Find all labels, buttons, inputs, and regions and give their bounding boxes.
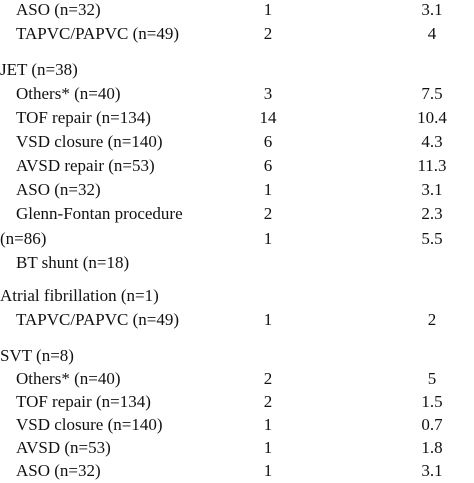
row-percent: 3.1 — [421, 461, 443, 480]
row-count: 2 — [263, 369, 273, 388]
row-label: Atrial fibrillation (n=1) — [0, 286, 159, 305]
row-label: BT shunt (n=18) — [16, 253, 130, 272]
row-percent: 4.3 — [421, 132, 443, 151]
table-row: VSD closure (n=140) 1 0.7 — [0, 413, 474, 437]
row-percent: 5.5 — [421, 229, 443, 248]
row-count: 1 — [263, 0, 273, 19]
row-count: 6 — [263, 132, 273, 151]
table-row: (n=86) 1 5.5 — [0, 227, 474, 251]
row-label: TAPVC/PAPVC (n=49) — [16, 24, 179, 43]
row-label: TOF repair (n=134) — [16, 392, 151, 411]
row-percent: 0.7 — [421, 415, 443, 434]
row-count: 1 — [263, 229, 273, 248]
row-count: 1 — [263, 180, 273, 199]
table-row: Others* (n=40) 2 5 — [0, 367, 474, 391]
row-percent: 5 — [427, 369, 437, 388]
row-count: 14 — [259, 108, 277, 127]
row-percent: 10.4 — [417, 108, 447, 127]
row-percent: 3.1 — [421, 0, 443, 19]
row-label: TAPVC/PAPVC (n=49) — [16, 310, 179, 329]
table-row: AVSD (n=53) 1 1.8 — [0, 436, 474, 460]
row-percent: 1.8 — [421, 438, 443, 457]
row-count: 1 — [263, 415, 273, 434]
row-percent: 4 — [427, 24, 437, 43]
row-count: 6 — [263, 156, 273, 175]
table-row: SVT (n=8) — [0, 344, 474, 368]
row-percent: 2.3 — [421, 204, 443, 223]
row-label: ASO (n=32) — [16, 0, 101, 19]
row-label: AVSD (n=53) — [16, 438, 111, 457]
row-label: Others* (n=40) — [16, 369, 121, 388]
row-label: ASO (n=32) — [16, 461, 101, 480]
table-row: Others* (n=40) 3 7.5 — [0, 82, 474, 106]
table-row: TAPVC/PAPVC (n=49) 2 4 — [0, 22, 474, 46]
row-count: 2 — [263, 204, 273, 223]
table-row: VSD closure (n=140) 6 4.3 — [0, 130, 474, 154]
row-label: ASO (n=32) — [16, 180, 101, 199]
row-percent: 3.1 — [421, 180, 443, 199]
row-label: (n=86) — [0, 229, 47, 248]
row-label: JET (n=38) — [0, 60, 78, 79]
row-count: 1 — [263, 461, 273, 480]
row-percent: 1.5 — [421, 392, 443, 411]
row-count: 1 — [263, 310, 273, 329]
row-label: VSD closure (n=140) — [16, 132, 163, 151]
row-percent: 11.3 — [417, 156, 447, 175]
row-percent: 2 — [427, 310, 437, 329]
row-count: 3 — [263, 84, 273, 103]
row-label: SVT (n=8) — [0, 346, 74, 365]
table-row: Glenn-Fontan procedure 2 2.3 — [0, 202, 474, 226]
table-row: BT shunt (n=18) — [0, 251, 474, 275]
table-row: TAPVC/PAPVC (n=49) 1 2 — [0, 308, 474, 332]
table-row: TOF repair (n=134) 14 10.4 — [0, 106, 474, 130]
row-count: 2 — [263, 24, 273, 43]
row-count: 2 — [263, 392, 273, 411]
row-count: 1 — [263, 438, 273, 457]
row-label: TOF repair (n=134) — [16, 108, 151, 127]
table-row: Atrial fibrillation (n=1) — [0, 284, 474, 308]
row-label: Glenn-Fontan procedure — [16, 204, 183, 223]
row-label: AVSD repair (n=53) — [16, 156, 155, 175]
table-row: ASO (n=32) 1 3.1 — [0, 0, 474, 22]
table-row: JET (n=38) — [0, 58, 474, 82]
row-percent: 7.5 — [421, 84, 443, 103]
table-row: AVSD repair (n=53) 6 11.3 — [0, 154, 474, 178]
table-row: ASO (n=32) 1 3.1 — [0, 459, 474, 483]
table-row: TOF repair (n=134) 2 1.5 — [0, 390, 474, 414]
table-row: ASO (n=32) 1 3.1 — [0, 178, 474, 202]
row-label: VSD closure (n=140) — [16, 415, 163, 434]
row-label: Others* (n=40) — [16, 84, 121, 103]
